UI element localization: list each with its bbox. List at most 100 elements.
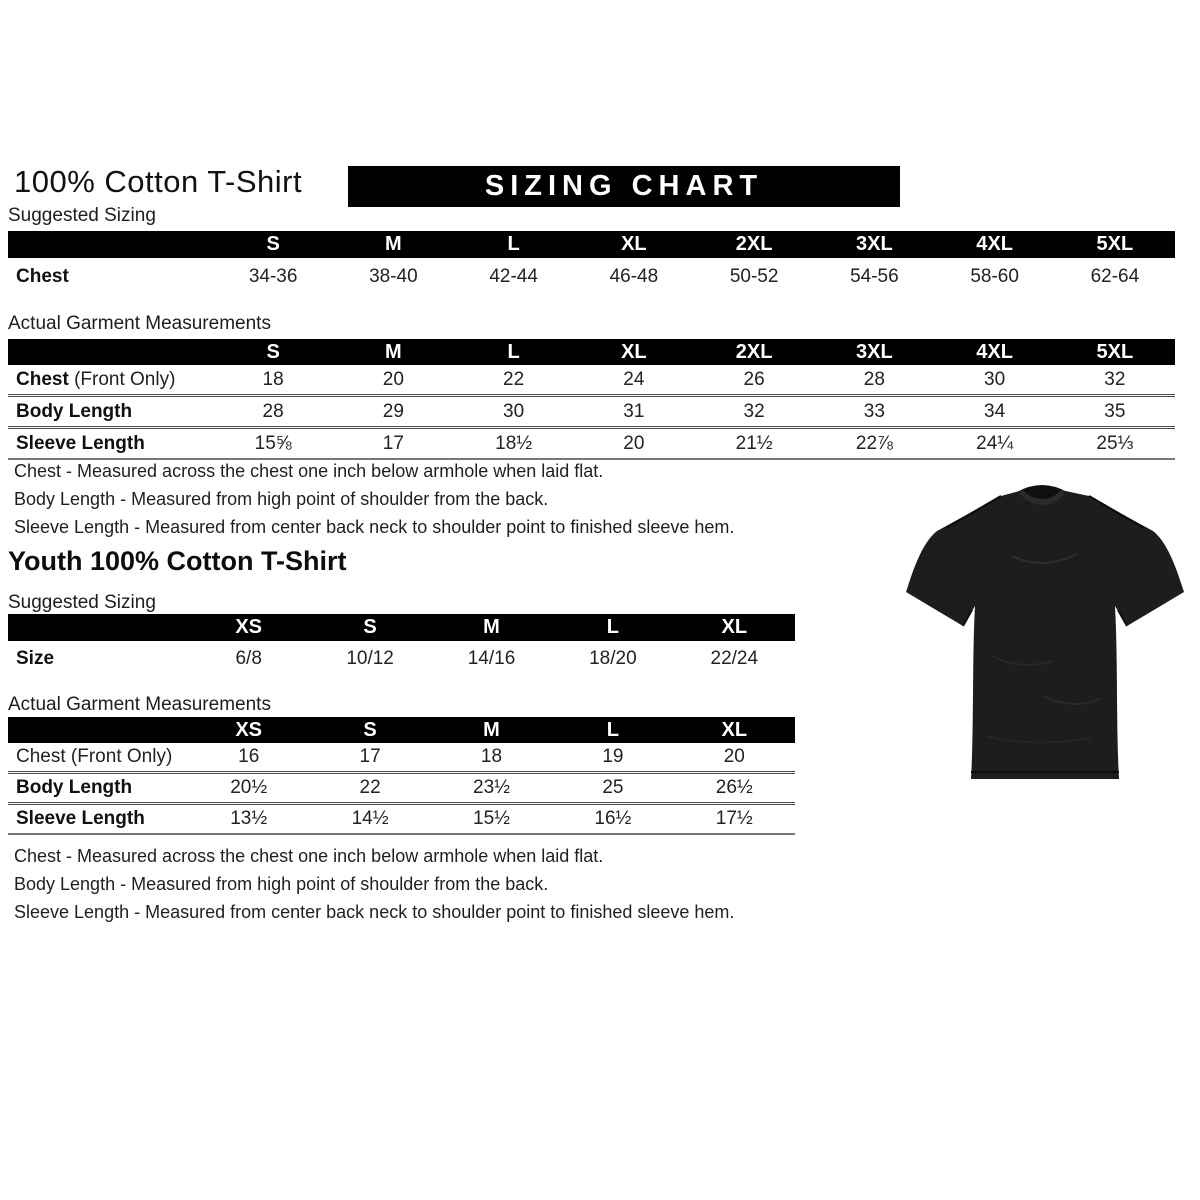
table-header-row: S M L XL 2XL 3XL 4XL 5XL (8, 339, 1175, 365)
table-header-row: S M L XL 2XL 3XL 4XL 5XL (8, 231, 1175, 258)
value-cell: 22/24 (710, 647, 759, 669)
size-header-cell: S (363, 718, 377, 741)
size-header-cell: M (483, 616, 500, 638)
adult-actual-table: S M L XL 2XL 3XL 4XL 5XL Chest (Front On… (8, 339, 1175, 460)
sizing-chart-banner: SIZING CHART (348, 166, 900, 207)
row-label-note: (Front Only) (68, 368, 176, 390)
table-header-row: XS S M L XL (8, 614, 795, 641)
value-cell: 42-44 (489, 265, 538, 287)
value-cell: 18/20 (589, 647, 637, 669)
table-row: Chest 34-36 38-40 42-44 46-48 50-52 54-5… (8, 258, 1175, 295)
size-header-cell: 2XL (735, 233, 773, 255)
adult-suggested-heading: Suggested Sizing (8, 205, 156, 226)
value-cell: 20½ (230, 777, 268, 798)
note-line: Sleeve Length - Measured from center bac… (14, 902, 735, 922)
tshirt-product-image (892, 476, 1192, 811)
table-row: Size 6/8 10/12 14/16 18/20 22/24 (8, 641, 795, 676)
value-cell: 25 (602, 777, 624, 798)
size-header-cell: S (363, 616, 377, 638)
value-cell: 16 (238, 746, 260, 767)
value-cell: 17 (359, 746, 381, 767)
value-cell: 22⅞ (855, 432, 893, 454)
row-label: Chest (16, 265, 69, 287)
table-header-row: XS S M L XL (8, 717, 795, 743)
value-cell: 30 (984, 368, 1006, 390)
youth-actual-table: XS S M L XL Chest (Front Only) 16 17 18 … (8, 717, 795, 835)
row-label: Size (16, 647, 55, 669)
table-row: Chest (Front Only) 16 17 18 19 20 (8, 743, 795, 771)
table-row: Chest (Front Only) 18 20 22 24 26 28 30 … (8, 365, 1175, 394)
size-header-cell: 4XL (976, 233, 1013, 255)
value-cell: 18½ (495, 432, 533, 454)
value-cell: 26 (743, 368, 765, 390)
value-cell: 17½ (715, 808, 753, 829)
size-header-cell: S (266, 233, 280, 255)
youth-section-title: Youth 100% Cotton T-Shirt (8, 546, 347, 576)
value-cell: 34 (984, 400, 1006, 422)
value-cell: 31 (623, 400, 645, 422)
size-header-cell: 5XL (1096, 233, 1134, 255)
sizing-chart-banner-label: SIZING CHART (484, 170, 764, 202)
value-cell: 22 (503, 368, 525, 390)
value-cell: 15½ (473, 808, 510, 829)
youth-suggested-heading: Suggested Sizing (8, 592, 156, 613)
size-header-cell: L (507, 340, 520, 363)
value-cell: 17 (382, 432, 404, 454)
value-cell: 32 (1104, 368, 1126, 390)
size-header-cell: S (266, 340, 280, 363)
table-row: Body Length 28 29 30 31 32 33 34 35 (8, 394, 1175, 426)
value-cell: 58-60 (970, 265, 1019, 287)
value-cell: 62-64 (1090, 265, 1140, 287)
size-header-cell: L (507, 233, 520, 255)
value-cell: 38-40 (369, 265, 418, 287)
row-label-note: (Front Only) (65, 746, 173, 767)
youth-suggested-table: XS S M L XL Size 6/8 10/12 14/16 18/20 2… (8, 614, 795, 676)
size-header-cell: XS (235, 616, 263, 638)
value-cell: 28 (863, 368, 885, 390)
size-header-cell: L (606, 616, 619, 638)
adult-actual-heading: Actual Garment Measurements (8, 313, 271, 334)
value-cell: 14/16 (467, 647, 516, 669)
size-header-cell: M (385, 233, 402, 255)
value-cell: 18 (480, 746, 503, 767)
row-label: Chest (Front Only) (16, 368, 176, 390)
value-cell: 24 (623, 368, 645, 390)
row-label: Sleeve Length (16, 808, 145, 829)
row-label: Body Length (16, 777, 133, 798)
value-cell: 33 (863, 400, 885, 422)
value-cell: 46-48 (609, 265, 659, 287)
value-cell: 28 (262, 400, 284, 422)
size-header-cell: 4XL (976, 340, 1013, 363)
size-header-cell: XL (621, 233, 647, 255)
value-cell: 15⅝ (254, 432, 292, 454)
youth-actual-heading: Actual Garment Measurements (8, 694, 271, 715)
size-header-cell: M (385, 340, 402, 363)
size-header-cell: L (606, 718, 619, 741)
table-row: Sleeve Length 13½ 14½ 15½ 16½ 17½ (8, 802, 795, 833)
size-header-cell: 3XL (856, 340, 893, 363)
table-row: Sleeve Length 15⅝ 17 18½ 20 21½ 22⅞ 24¼ … (8, 426, 1175, 458)
row-label: Chest (Front Only) (16, 746, 173, 767)
value-cell: 35 (1104, 400, 1126, 422)
value-cell: 13½ (230, 808, 268, 829)
value-cell: 23½ (473, 777, 510, 798)
value-cell: 16½ (594, 808, 632, 829)
adult-measurement-notes: Chest - Measured across the chest one in… (14, 457, 734, 541)
value-cell: 29 (382, 400, 404, 422)
value-cell: 20 (623, 432, 645, 454)
size-header-cell: M (483, 718, 500, 741)
table-row: Body Length 20½ 22 23½ 25 26½ (8, 771, 795, 802)
value-cell: 30 (503, 400, 525, 422)
adult-suggested-table: S M L XL 2XL 3XL 4XL 5XL Chest 34-36 38-… (8, 231, 1175, 295)
value-cell: 25⅓ (1096, 432, 1134, 454)
size-header-cell: XL (621, 340, 647, 363)
value-cell: 32 (743, 400, 765, 422)
size-header-cell: XL (721, 616, 748, 638)
value-cell: 54-56 (850, 265, 899, 287)
value-cell: 20 (382, 368, 404, 390)
size-header-cell: 5XL (1096, 340, 1134, 363)
size-header-cell: 2XL (735, 340, 773, 363)
adult-section-title: 100% Cotton T-Shirt (14, 164, 303, 199)
value-cell: 14½ (351, 808, 389, 829)
